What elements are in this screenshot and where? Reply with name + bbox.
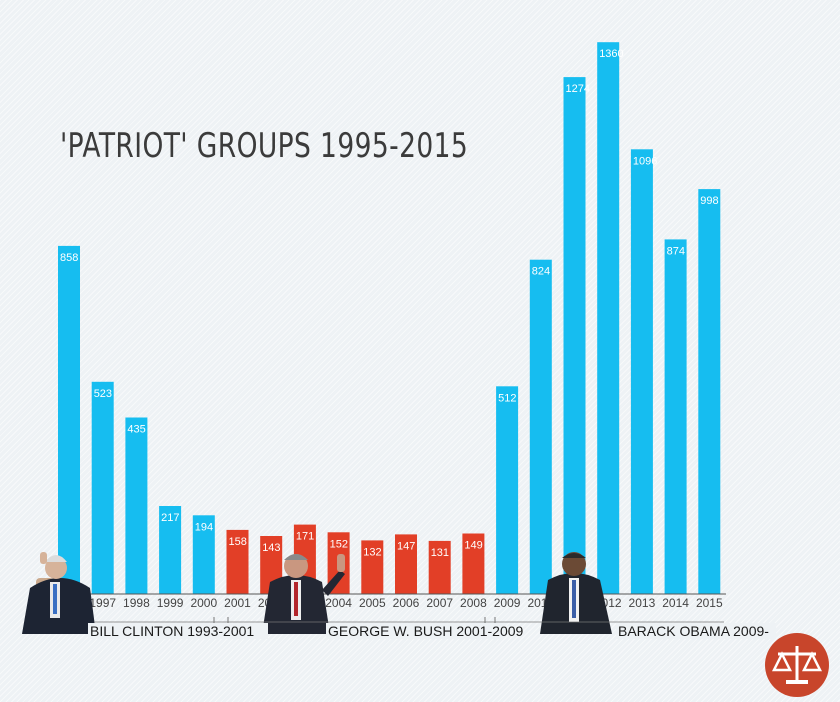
bar-2006 xyxy=(395,534,417,594)
data-label-2003: 171 xyxy=(296,531,314,543)
data-label-2013: 1096 xyxy=(633,155,657,167)
data-label-1997: 523 xyxy=(94,388,112,400)
data-label-2011: 1274 xyxy=(566,83,590,95)
era-label-obama: BARACK OBAMA 2009- xyxy=(618,623,769,639)
bar-2008 xyxy=(462,533,485,594)
x-tick-2005: 2005 xyxy=(359,596,386,610)
bar-1999 xyxy=(159,506,182,594)
bar-2015 xyxy=(698,189,721,594)
x-tick-2006: 2006 xyxy=(393,596,420,610)
x-tick-2010: 2010 xyxy=(527,596,554,610)
data-label-2006: 147 xyxy=(397,540,415,552)
bar-2012 xyxy=(597,42,620,594)
x-tick-2015: 2015 xyxy=(696,596,723,610)
x-tick-2001: 2001 xyxy=(224,596,251,610)
x-tick-1999: 1999 xyxy=(157,596,184,610)
data-label-2009: 512 xyxy=(498,392,516,404)
x-tick-2007: 2007 xyxy=(426,596,453,610)
data-labels-group: 858 523 435 217 194 158 143 171 152 132 147 131 149 5… xyxy=(60,48,719,559)
data-label-2008: 149 xyxy=(464,540,482,552)
data-label-1999: 217 xyxy=(161,512,179,524)
bar-2005 xyxy=(361,540,384,594)
x-tick-2012: 2012 xyxy=(595,596,622,610)
bars-group xyxy=(58,42,721,595)
x-tick-2002: 2002 xyxy=(258,596,285,610)
bar-2014 xyxy=(664,239,687,594)
bar-2010 xyxy=(529,259,552,594)
x-tick-2008: 2008 xyxy=(460,596,487,610)
bar-1997 xyxy=(91,381,114,594)
data-label-2001: 158 xyxy=(229,536,247,548)
data-label-2014: 874 xyxy=(667,245,685,257)
era-timeline: BILL CLINTON 1993-2001 GEORGE W. BUSH 20… xyxy=(88,617,776,639)
bar-1998 xyxy=(125,417,148,594)
data-label-2002: 143 xyxy=(262,542,280,554)
x-tick-1997: 1997 xyxy=(89,596,116,610)
x-tick-2011: 2011 xyxy=(562,596,588,610)
x-tick-1998: 1998 xyxy=(123,596,150,610)
bar-2011 xyxy=(563,77,586,595)
data-label-2000: 194 xyxy=(195,521,213,533)
bar-2007 xyxy=(428,540,451,594)
data-label-2004: 152 xyxy=(330,538,348,550)
x-tick-2004: 2004 xyxy=(325,596,352,610)
x-tick-labels-group: 1996 1997 1998 1999 2000 2001 2002 2003 2004 2005… xyxy=(56,596,723,610)
era-label-bush: GEORGE W. BUSH 2001-2009 xyxy=(328,623,524,639)
x-tick-2000: 2000 xyxy=(190,596,217,610)
data-label-1996: 858 xyxy=(60,252,78,264)
x-tick-2014: 2014 xyxy=(662,596,689,610)
data-label-2005: 132 xyxy=(363,546,381,558)
data-label-1998: 435 xyxy=(127,424,145,436)
bar-1996 xyxy=(58,245,80,594)
chart-title: 'PATRIOT' GROUPS 1995-2015 xyxy=(60,126,469,166)
x-tick-1996: 1996 xyxy=(56,596,83,610)
data-label-2007: 131 xyxy=(431,547,449,559)
bar-2009 xyxy=(496,386,519,594)
x-tick-2013: 2013 xyxy=(629,596,656,610)
x-tick-2009: 2009 xyxy=(494,596,521,610)
scales-of-justice-icon xyxy=(765,633,829,697)
bar-2013 xyxy=(630,149,653,595)
data-label-2015: 998 xyxy=(700,195,718,207)
bar-2000 xyxy=(192,515,215,594)
x-tick-2003: 2003 xyxy=(292,596,319,610)
era-label-clinton: BILL CLINTON 1993-2001 xyxy=(90,623,254,639)
data-label-2012: 1360 xyxy=(599,48,623,60)
bar-2001 xyxy=(226,529,249,594)
data-label-2010: 824 xyxy=(532,266,550,278)
